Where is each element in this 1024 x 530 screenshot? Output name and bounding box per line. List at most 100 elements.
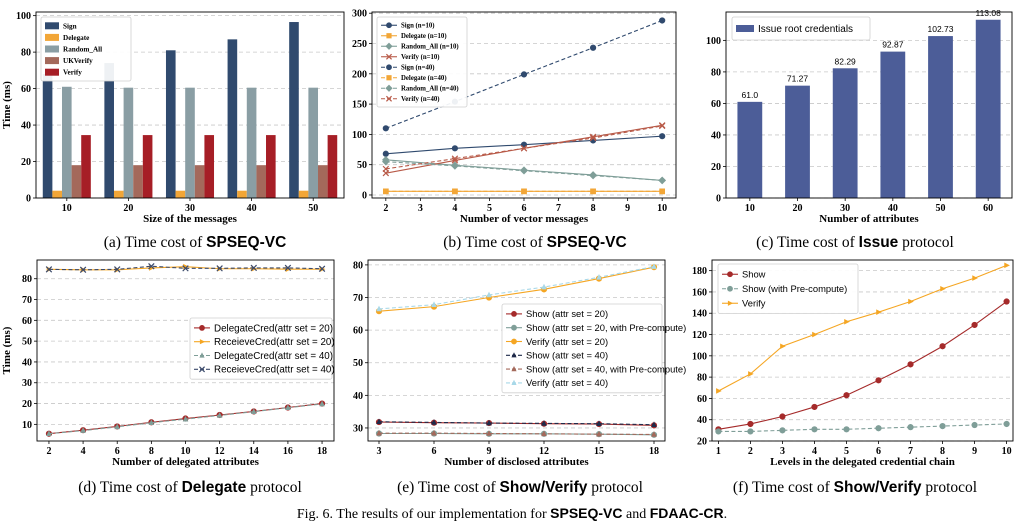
legend-label: DelegateCred(attr set = 20) [214,323,333,334]
legend-marker [199,339,206,345]
chart-panel-5: 20 40 60 80 100 120 140 160 180 1 2 3 4 5 6 7 8 9 10 Levels… [692,259,1014,468]
bar-data-label: 113.08 [975,8,1001,18]
legend-marker [199,352,205,358]
x-tick-label: 30 [185,203,195,214]
legend: Show (attr set = 20) Show (attr set = 20,… [501,303,686,394]
plot-frame [371,11,677,199]
y-tick-label: 100 [352,130,367,141]
data-point [908,298,914,305]
x-tick-label: 5 [487,203,492,214]
x-tick-label: 7 [556,203,561,214]
caption-e: (e) Time cost of Show/Verify protocol [397,479,643,496]
x-tick-label: 40 [247,203,257,214]
legend-box [717,263,859,314]
data-point [1004,262,1010,269]
bar-verify [327,135,338,198]
data-point [844,318,850,325]
legend-label: Show (attr set = 40, with Pre-compute) [526,363,686,374]
x-tick-label: 3 [780,446,785,457]
legend-label: Sign (n=10) [401,23,435,30]
data-point [843,392,850,399]
x-tick-label: 8 [591,203,596,214]
x-tick-label: 50 [936,203,946,214]
series-3 [376,418,657,427]
legend-marker [511,338,517,345]
data-point [715,428,722,435]
legend-label: Issue root credentials [758,24,853,35]
data-point [250,264,258,272]
y-tick-label: 20 [711,162,721,173]
legend-label: DelegateCred(attr set = 40) [214,351,333,362]
series-2 [46,400,325,437]
legend-label: Sign (n=40) [401,65,435,72]
data-point [431,419,437,425]
bar-ukverify [256,165,267,198]
data-point [520,71,528,78]
legend-marker [511,324,517,331]
bar-delegate [113,190,124,198]
data-point [972,275,978,281]
legend-label: ReceieveCred(attr set = 20) [214,337,335,348]
x-tick-label: 10 [657,203,667,214]
data-point [658,176,666,185]
bar-verify [81,135,91,198]
data-point [940,285,946,292]
legend-marker [386,33,392,39]
data-point [376,418,382,425]
legend-marker [511,352,517,358]
data-point [1003,298,1010,305]
data-point [907,361,914,368]
data-point [182,415,189,422]
y-tick-label: 40 [353,391,363,402]
data-point [811,403,818,411]
caption-b: (b) Time cost of SPSEQ-VC [443,234,627,251]
legend: Sign Delegate Random_All UKVerify Verify [40,16,132,82]
bar-issue-root-credentials [975,19,1001,199]
figure-caption: Fig. 6. The results of our implementatio… [296,505,728,522]
y-tick-label: 80 [353,260,363,271]
x-tick-label: 18 [649,446,659,457]
bar-issue-root-credentials [880,51,906,198]
legend-marker [385,53,393,60]
legend-label: ReceieveCred(attr set = 40) [214,365,335,376]
legend-box [376,16,468,108]
x-tick-label: 15 [594,446,604,457]
legend-swatch [45,22,59,30]
y-tick-label: 40 [711,130,721,141]
data-point [843,426,850,433]
y-axis-label: Time (ms) [1,326,13,374]
bar-random-all [185,87,195,198]
x-axis-label: Number of vector messages [460,213,589,225]
legend-swatch [45,68,59,76]
data-point [716,388,722,394]
caption-c: (c) Time cost of Issue protocol [756,234,954,251]
x-tick-label: 20 [123,203,133,214]
y-tick-label: 60 [21,84,31,95]
data-point [148,419,155,425]
data-point [79,266,87,274]
x-tick-label: 7 [908,446,913,457]
data-point [596,273,602,280]
y-tick-label: 70 [22,295,32,306]
y-tick-label: 0 [362,190,367,201]
data-point [114,423,121,430]
data-point [589,44,597,51]
data-point [318,265,326,272]
legend-label: Delegate [63,34,89,42]
legend-marker [385,42,393,50]
x-tick-label: 10 [745,203,755,214]
bar-data-label: 92.87 [882,40,904,50]
legend-marker [199,324,205,331]
x-tick-label: 30 [840,203,850,214]
x-tick-label: 3 [377,446,382,457]
data-point [319,400,325,407]
plot-frame [35,11,345,199]
legend-label: Verify (n=10) [401,54,440,61]
x-tick-label: 9 [487,446,492,457]
y-tick-label: 40 [697,415,707,426]
legend-label: Delegate (n=40) [401,75,447,82]
data-point [431,429,437,436]
chart-panel-0: 0 20 40 60 80 100 10 20 30 40 50 Size of the messag… [1,11,345,225]
bar-delegate [175,190,186,198]
bar-delegate [298,190,309,198]
